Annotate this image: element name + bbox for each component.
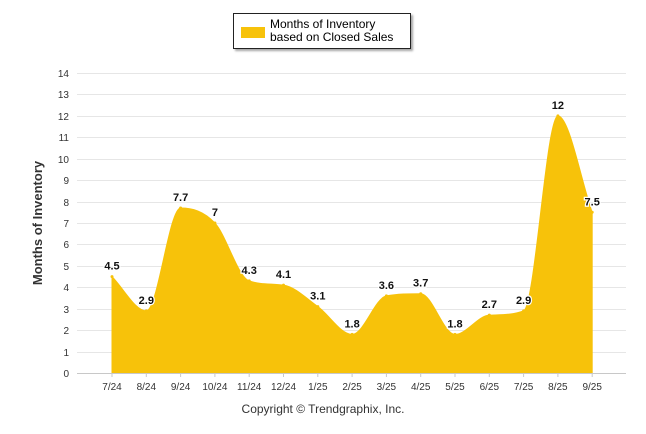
y-tick-label: 7 [63, 219, 69, 230]
x-tick-label: 2/25 [342, 382, 362, 393]
data-point [522, 309, 526, 313]
data-points [110, 114, 594, 336]
legend-swatch [241, 27, 265, 38]
y-tick-label: 5 [63, 262, 69, 273]
x-tick-label: 10/24 [202, 382, 227, 393]
y-tick-label: 3 [63, 305, 69, 316]
data-point [590, 210, 594, 214]
x-tick-label: 8/24 [137, 382, 157, 393]
y-tick-label: 13 [58, 90, 70, 101]
data-point [453, 332, 457, 336]
data-point [350, 332, 354, 336]
data-label: 3.1 [310, 291, 325, 303]
data-point [419, 292, 423, 296]
y-axis-label: Months of Inventory [30, 160, 45, 285]
data-point [556, 114, 560, 118]
data-label: 7.5 [585, 196, 600, 208]
y-tick-label: 2 [63, 326, 69, 337]
data-point [110, 275, 114, 279]
x-tick-label: 3/25 [377, 382, 397, 393]
y-tick-label: 14 [58, 69, 70, 80]
data-label: 1.8 [344, 318, 359, 330]
y-tick-label: 10 [58, 155, 70, 166]
data-label: 7 [212, 207, 218, 219]
data-label: 1.8 [447, 318, 462, 330]
x-tick-label: 5/25 [445, 382, 465, 393]
data-point [179, 206, 183, 210]
data-point [282, 283, 285, 287]
x-tick-label: 12/24 [271, 382, 296, 393]
data-label: 4.3 [242, 265, 257, 277]
data-label: 7.7 [173, 192, 188, 204]
data-point [316, 305, 320, 309]
data-label: 4.1 [276, 269, 291, 281]
x-tick-label: 7/24 [102, 382, 122, 393]
data-point [384, 294, 388, 298]
data-labels: 4.5 2.9 7.7 7 4.3 4.1 3.1 1.8 3.6 3.7 1.8 2.7 2.9 12 7… [103, 99, 601, 332]
legend-label: Months of Inventory based on Closed Sale… [270, 17, 394, 44]
y-tick-label: 4 [63, 283, 69, 294]
data-label: 3.7 [413, 278, 428, 290]
y-tick-label: 9 [63, 176, 69, 187]
data-label: 2.9 [139, 295, 154, 307]
x-tick-label: 4/25 [411, 382, 431, 393]
y-tick-label: 1 [63, 348, 69, 359]
area-series [111, 115, 593, 374]
data-label: 2.9 [516, 295, 531, 307]
x-tick-label: 8/25 [548, 382, 568, 393]
data-point [144, 309, 148, 313]
data-label: 4.5 [104, 261, 119, 273]
data-point [213, 221, 217, 225]
y-tick-label: 11 [59, 133, 70, 144]
copyright-text: Copyright © Trendgraphix, Inc. [241, 402, 405, 416]
data-point [247, 279, 251, 283]
y-tick-label: 12 [58, 112, 70, 123]
y-tick-label: 6 [63, 240, 69, 251]
x-tick-label: 6/25 [480, 382, 500, 393]
data-label: 3.6 [379, 280, 394, 292]
legend: Months of Inventory based on Closed Sale… [233, 13, 411, 49]
x-tick-label: 9/25 [582, 382, 602, 393]
data-label: 2.7 [482, 299, 497, 311]
x-tick-label: 1/25 [308, 382, 328, 393]
x-tick-label: 9/24 [171, 382, 191, 393]
x-tick-label: 11/24 [237, 382, 262, 393]
data-point [487, 313, 491, 317]
x-tick-label: 7/25 [514, 382, 534, 393]
y-tick-label: 0 [63, 369, 69, 380]
data-label: 12 [552, 100, 564, 112]
x-axis-ticks: 7/24 8/24 9/24 10/24 11/24 12/24 1/25 2/25 3/25 4… [102, 373, 602, 393]
y-tick-label: 8 [63, 198, 69, 209]
